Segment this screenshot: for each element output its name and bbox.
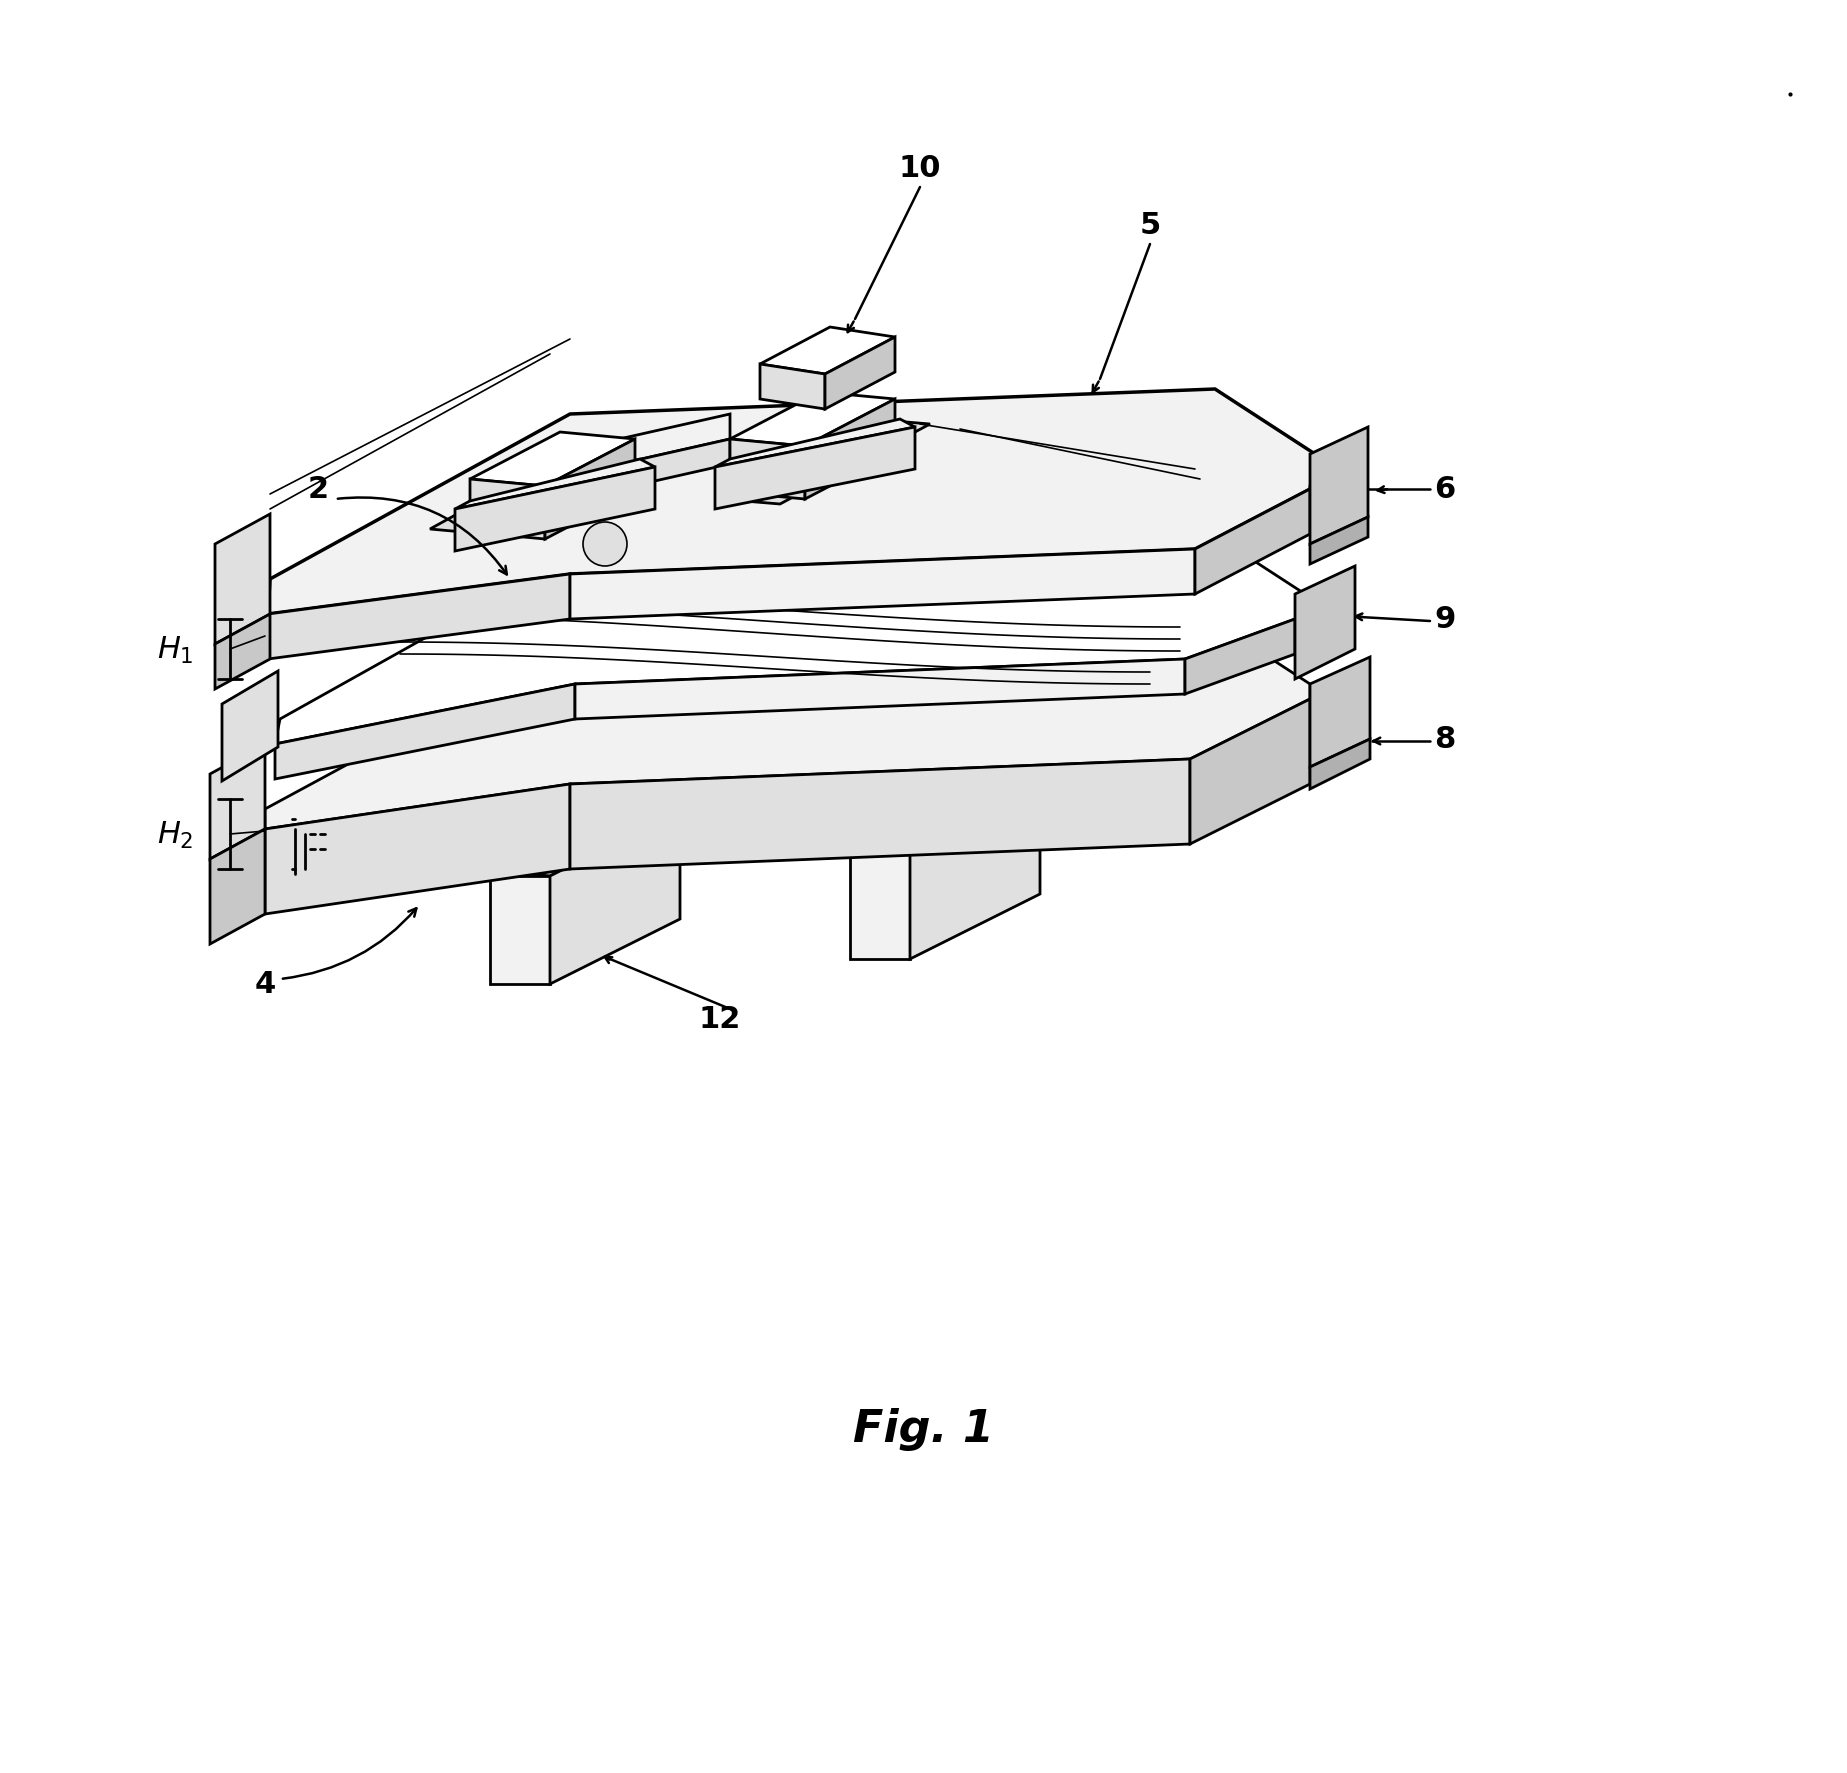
- Polygon shape: [1189, 700, 1310, 844]
- Polygon shape: [715, 420, 914, 468]
- Polygon shape: [720, 420, 931, 505]
- Polygon shape: [1310, 518, 1369, 564]
- Text: 10: 10: [899, 154, 942, 183]
- Polygon shape: [571, 759, 1189, 869]
- Polygon shape: [264, 619, 1310, 830]
- Text: 5: 5: [1140, 211, 1160, 239]
- Polygon shape: [759, 328, 896, 374]
- Polygon shape: [211, 830, 264, 945]
- Polygon shape: [1310, 739, 1370, 789]
- Polygon shape: [469, 433, 635, 488]
- Polygon shape: [730, 440, 805, 500]
- Polygon shape: [489, 876, 550, 984]
- Polygon shape: [1295, 567, 1356, 679]
- Polygon shape: [911, 787, 1040, 959]
- Polygon shape: [826, 339, 896, 410]
- Text: Fig. 1: Fig. 1: [853, 1408, 994, 1450]
- Polygon shape: [469, 480, 545, 539]
- Polygon shape: [574, 660, 1186, 720]
- Text: 9: 9: [1435, 605, 1455, 635]
- Text: $H_2$: $H_2$: [157, 819, 194, 849]
- Polygon shape: [264, 785, 571, 915]
- Polygon shape: [545, 440, 635, 539]
- Polygon shape: [489, 805, 680, 876]
- Polygon shape: [211, 745, 264, 860]
- Polygon shape: [850, 851, 911, 959]
- Polygon shape: [850, 780, 1040, 851]
- Text: $H_1$: $H_1$: [157, 635, 194, 665]
- Polygon shape: [715, 427, 914, 509]
- Polygon shape: [1310, 658, 1370, 768]
- Polygon shape: [454, 468, 656, 551]
- Polygon shape: [1186, 619, 1295, 695]
- Polygon shape: [759, 365, 826, 410]
- Polygon shape: [550, 812, 680, 984]
- Text: 2: 2: [307, 475, 329, 504]
- Text: 6: 6: [1435, 475, 1455, 504]
- Polygon shape: [571, 550, 1195, 619]
- Text: 12: 12: [698, 1005, 741, 1034]
- Polygon shape: [430, 450, 630, 535]
- Polygon shape: [268, 390, 1315, 615]
- Polygon shape: [214, 514, 270, 645]
- Polygon shape: [1310, 427, 1369, 544]
- Polygon shape: [1195, 489, 1310, 594]
- Polygon shape: [574, 440, 730, 500]
- Circle shape: [584, 523, 626, 567]
- Polygon shape: [805, 399, 896, 500]
- Text: 4: 4: [255, 970, 275, 998]
- Polygon shape: [454, 459, 656, 509]
- Polygon shape: [214, 615, 270, 690]
- Polygon shape: [275, 530, 1306, 745]
- Polygon shape: [730, 394, 896, 447]
- Text: 8: 8: [1435, 725, 1455, 754]
- Polygon shape: [222, 672, 279, 782]
- Polygon shape: [268, 574, 571, 660]
- Polygon shape: [275, 684, 574, 780]
- Polygon shape: [574, 415, 730, 475]
